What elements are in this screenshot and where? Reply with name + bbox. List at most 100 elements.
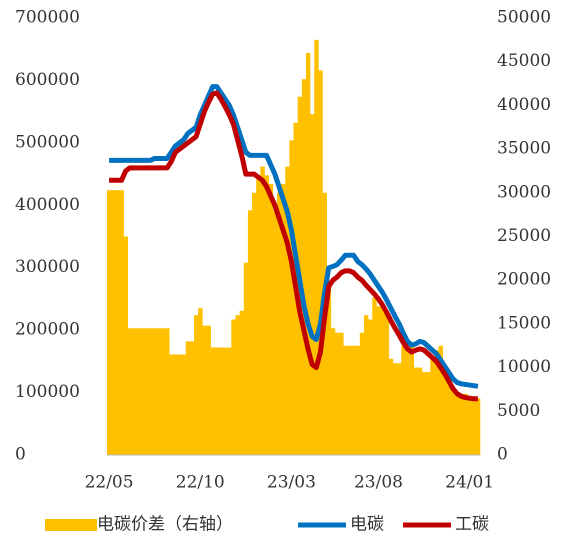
bar bbox=[334, 332, 340, 455]
line bbox=[109, 84, 479, 389]
y2-tick-label: 25000 bbox=[497, 226, 551, 246]
bar bbox=[173, 354, 178, 455]
bar bbox=[268, 184, 274, 455]
y2-tick-label: 20000 bbox=[497, 270, 551, 290]
bar bbox=[467, 398, 473, 455]
bar bbox=[446, 376, 452, 455]
bar bbox=[417, 367, 423, 455]
x-tick-label: 23/03 bbox=[267, 473, 316, 493]
bar bbox=[376, 306, 381, 455]
x-tick-label: 24/01 bbox=[445, 473, 494, 493]
y-tick-label: 300000 bbox=[15, 257, 80, 277]
bar bbox=[326, 280, 332, 455]
bar bbox=[351, 345, 356, 455]
bar bbox=[339, 332, 344, 455]
bar bbox=[152, 328, 158, 455]
x-tick-label: 22/10 bbox=[176, 473, 225, 493]
bar bbox=[310, 114, 315, 455]
bar bbox=[463, 393, 468, 455]
bar bbox=[459, 393, 464, 455]
bar bbox=[388, 358, 394, 455]
bar bbox=[140, 328, 145, 455]
bar bbox=[169, 354, 174, 455]
legend-label: 工碳 bbox=[455, 515, 489, 535]
bar bbox=[392, 363, 398, 455]
bar bbox=[426, 371, 431, 455]
y-tick-label: 100000 bbox=[15, 382, 80, 402]
bar bbox=[123, 236, 129, 455]
legend-label: 电碳价差（右轴） bbox=[97, 515, 233, 535]
y2-tick-label: 5000 bbox=[497, 401, 540, 421]
y2-tick-label: 30000 bbox=[497, 182, 551, 202]
bar bbox=[165, 328, 170, 455]
bar bbox=[243, 262, 249, 455]
bar bbox=[475, 398, 481, 455]
bar bbox=[281, 184, 286, 455]
bar bbox=[107, 190, 112, 456]
bar bbox=[247, 210, 253, 455]
bar bbox=[318, 70, 323, 455]
bar bbox=[471, 398, 477, 455]
legend-swatch bbox=[45, 519, 97, 531]
bar bbox=[305, 52, 311, 456]
y2-tick-label: 45000 bbox=[497, 51, 551, 71]
bar bbox=[430, 358, 435, 455]
y2-tick-label: 40000 bbox=[497, 95, 551, 115]
bar bbox=[202, 325, 207, 455]
bar bbox=[181, 354, 187, 455]
bar bbox=[115, 190, 120, 456]
bar bbox=[343, 345, 348, 455]
bar bbox=[384, 315, 390, 455]
bar bbox=[185, 341, 191, 455]
bar bbox=[206, 325, 211, 455]
bar bbox=[355, 345, 361, 455]
y2-tick-label: 15000 bbox=[497, 313, 551, 333]
bar bbox=[127, 328, 133, 455]
y2-tick-label: 10000 bbox=[497, 357, 551, 377]
bar bbox=[276, 192, 282, 456]
y-tick-label: 700000 bbox=[15, 8, 80, 28]
bar bbox=[156, 328, 162, 455]
bar bbox=[160, 328, 166, 455]
y-tick-label: 400000 bbox=[15, 195, 80, 215]
bar bbox=[264, 175, 269, 455]
y2-tick-label: 0 bbox=[497, 445, 508, 465]
bar bbox=[314, 39, 319, 455]
bar bbox=[131, 328, 137, 455]
bar bbox=[198, 308, 203, 455]
y2-tick-label: 50000 bbox=[497, 8, 551, 28]
bar bbox=[363, 315, 369, 455]
bar bbox=[260, 166, 265, 455]
bar bbox=[136, 328, 141, 455]
bar bbox=[442, 376, 448, 455]
y-tick-label: 200000 bbox=[15, 320, 80, 340]
bar bbox=[301, 79, 307, 456]
legend-label: 电碳 bbox=[350, 515, 384, 535]
line bbox=[109, 90, 478, 402]
bar bbox=[434, 350, 439, 455]
bar bbox=[177, 354, 182, 455]
bar bbox=[409, 345, 414, 455]
bar bbox=[189, 341, 195, 455]
bar bbox=[438, 345, 443, 455]
bar bbox=[413, 367, 419, 455]
x-tick-label: 22/05 bbox=[85, 473, 134, 493]
bar bbox=[330, 328, 336, 455]
bar bbox=[148, 328, 153, 455]
bar bbox=[227, 347, 232, 455]
bar bbox=[455, 393, 460, 455]
bar bbox=[401, 345, 406, 455]
bar bbox=[239, 310, 245, 455]
y-tick-label: 0 bbox=[15, 445, 26, 465]
bar bbox=[223, 347, 228, 455]
bar bbox=[252, 192, 257, 456]
y2-tick-label: 35000 bbox=[497, 139, 551, 159]
bar bbox=[218, 347, 224, 455]
bar bbox=[111, 190, 116, 456]
bar bbox=[397, 363, 402, 455]
bar bbox=[405, 345, 410, 455]
bar bbox=[119, 190, 124, 456]
bar bbox=[144, 328, 149, 455]
bar bbox=[372, 297, 377, 455]
